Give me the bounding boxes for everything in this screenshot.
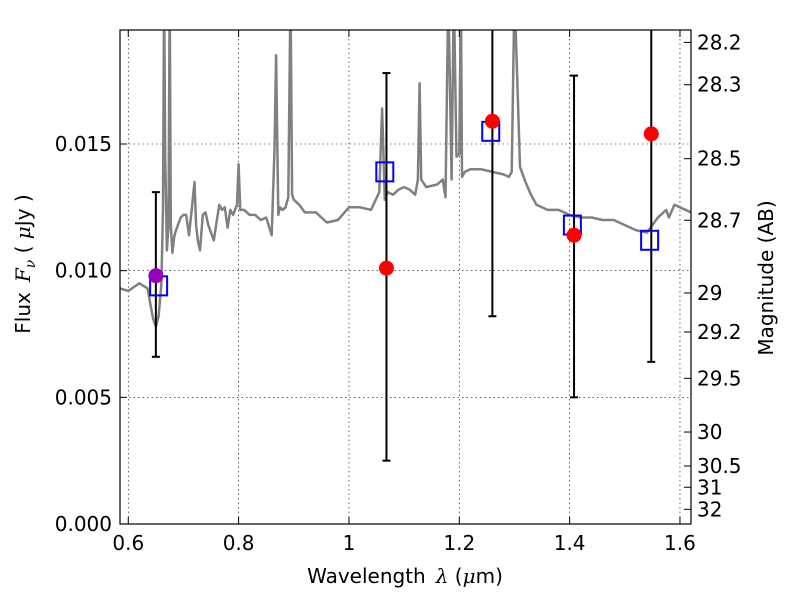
observed-point-marker bbox=[378, 260, 394, 276]
y-axis-label: FluxFν ( μJy ) bbox=[11, 194, 39, 333]
y-tick-label: 0.015 bbox=[55, 132, 112, 156]
y-tick-label: 0.005 bbox=[55, 385, 112, 409]
grid bbox=[120, 30, 691, 525]
observed-point-marker bbox=[148, 268, 164, 284]
model-point-marker bbox=[640, 229, 660, 251]
y-tick-label: 0.000 bbox=[55, 512, 112, 536]
x-axis-label: Wavelength λ (μm) bbox=[307, 564, 503, 588]
y2-tick-label: 32 bbox=[697, 497, 722, 521]
y2-tick-label: 28.5 bbox=[697, 147, 742, 171]
observed-photometry-series bbox=[148, 113, 659, 284]
y2-axis-label: Magnitude (AB) bbox=[754, 200, 778, 355]
observed-point-marker bbox=[566, 227, 582, 243]
x-tick-label: 1.4 bbox=[554, 531, 586, 555]
y2-tick-label: 29 bbox=[697, 281, 722, 305]
model-point-marker bbox=[375, 161, 395, 183]
y-axis-ticks: 0.000 0.005 0.010 0.015 bbox=[55, 132, 127, 536]
y2-tick-label: 30.5 bbox=[697, 454, 742, 478]
x-axis-ticks: 0.6 0.8 1 1.2 1.4 1.6 bbox=[112, 30, 696, 555]
y2-tick-label: 31 bbox=[697, 475, 722, 499]
observed-point-marker bbox=[643, 126, 659, 142]
y2-tick-label: 29.2 bbox=[697, 320, 742, 344]
error-bars bbox=[151, 30, 656, 462]
y2-tick-label: 28.7 bbox=[697, 208, 742, 232]
observed-point-marker bbox=[484, 113, 500, 129]
x-tick-label: 0.6 bbox=[112, 531, 144, 555]
x-tick-label: 0.8 bbox=[223, 531, 255, 555]
y2-tick-label: 29.5 bbox=[697, 366, 742, 390]
x-tick-label: 1.2 bbox=[443, 531, 475, 555]
plot-frame bbox=[119, 29, 692, 525]
y2-tick-label: 30 bbox=[697, 420, 722, 444]
spectrum-line bbox=[120, 30, 691, 328]
y2-tick-label: 28.3 bbox=[697, 73, 742, 97]
x-tick-label: 1 bbox=[343, 531, 356, 555]
y-tick-label: 0.010 bbox=[55, 259, 112, 283]
spectrum-series bbox=[120, 30, 691, 328]
model-photometry-series bbox=[149, 120, 660, 297]
x-tick-label: 1.6 bbox=[664, 531, 696, 555]
y2-tick-label: 28.2 bbox=[697, 30, 742, 54]
